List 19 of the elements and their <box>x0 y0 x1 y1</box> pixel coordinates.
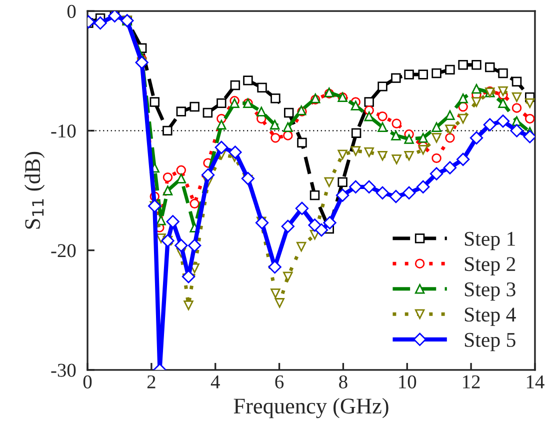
y-tick-label: -10 <box>51 124 76 138</box>
x-axis-title: Frequency (GHz) <box>234 398 388 418</box>
legend-label: Step 2 <box>464 257 516 276</box>
x-tick-label: 14 <box>526 375 544 388</box>
y-tick-label: 0 <box>67 4 76 18</box>
legend-label: Step 1 <box>464 232 515 250</box>
y-tick-label: -20 <box>51 244 76 258</box>
y-tick-label: -30 <box>51 364 76 377</box>
x-tick-label: 4 <box>210 375 220 388</box>
x-tick-label: 0 <box>83 375 92 388</box>
x-tick-label: 6 <box>275 375 284 388</box>
x-tick-label: 2 <box>147 375 156 388</box>
x-tick-label: 10 <box>399 375 416 388</box>
x-tick-label: 12 <box>463 375 480 388</box>
y-axis-title: S$_{11}$ (dB) <box>24 152 45 229</box>
legend-label: Step 3 <box>464 282 516 301</box>
x-tick-label: 8 <box>339 375 348 388</box>
legend-label: Step 4 <box>464 308 516 326</box>
legend-label: Step 5 <box>464 332 516 352</box>
